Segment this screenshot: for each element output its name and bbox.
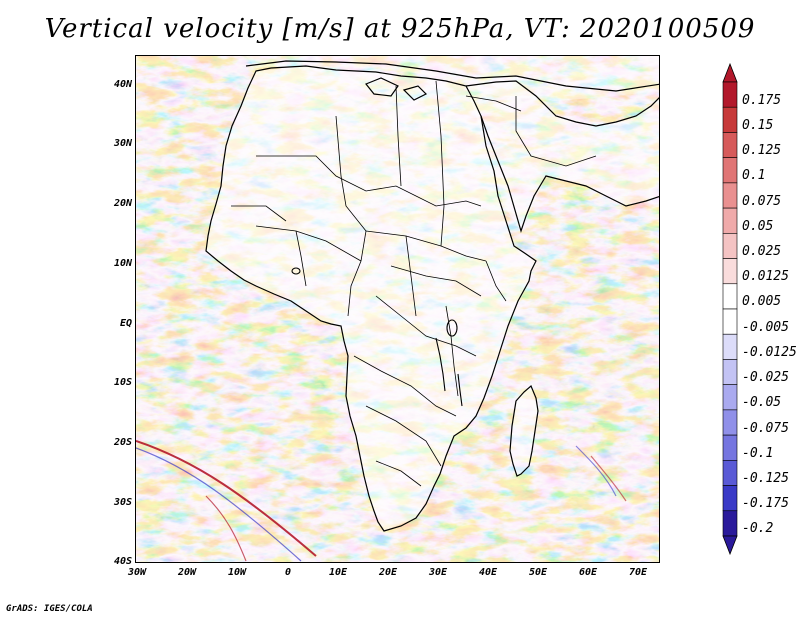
colorbar-tick-label: 0.005 <box>742 294 782 310</box>
lat-label-20s: 20S <box>113 437 132 448</box>
lake-volta <box>291 267 301 275</box>
europe-landmass <box>246 56 659 101</box>
lon-label-20e: 20E <box>378 567 398 578</box>
vertical-velocity-map <box>136 56 659 562</box>
colorbar-tick-label: -0.125 <box>742 470 789 486</box>
colorbar-tick-label: -0.0125 <box>742 344 797 360</box>
lon-label-10e: 10E <box>328 567 348 578</box>
lat-label-20n: 20N <box>113 198 132 209</box>
colorbar-tick-label: 0.025 <box>742 243 782 259</box>
colorbar-segment <box>722 359 738 385</box>
colorbar-segment <box>722 182 738 209</box>
colorbar-tick-label: -0.1 <box>742 445 774 461</box>
lon-label-40e: 40E <box>478 567 498 578</box>
lat-label-10s: 10S <box>113 377 132 388</box>
colorbar-tick-label: 0.075 <box>742 193 782 209</box>
colorbar-tick-label: 0.1 <box>742 168 766 184</box>
country-borders <box>231 80 597 487</box>
colorbar-arrow-bottom <box>722 535 738 556</box>
colorbar-segment <box>722 434 738 461</box>
colorbar-segments <box>722 62 738 556</box>
colorbar-segment <box>722 132 738 158</box>
lake-malawi <box>457 373 463 407</box>
colorbar-segment <box>722 207 738 234</box>
lat-label-40n: 40N <box>113 79 132 90</box>
colorbar-tick-label: -0.05 <box>742 395 782 411</box>
colorbar-tick-label: 0.175 <box>742 92 782 108</box>
lat-label-eq: EQ <box>119 318 132 329</box>
colorbar-segment <box>722 81 738 108</box>
colorbar-segment <box>722 485 738 512</box>
colorbar-tick-label: -0.2 <box>742 521 774 537</box>
colorbar-tick-label: 0.0125 <box>742 269 789 285</box>
colorbar-segment <box>722 409 738 436</box>
lon-label-50e: 50E <box>528 567 548 578</box>
coastlines <box>205 60 659 532</box>
colorbar-tick-label: -0.005 <box>742 319 789 335</box>
colorbar-tick-label: 0.15 <box>742 117 774 133</box>
colorbar <box>722 62 738 556</box>
lat-label-30n: 30N <box>113 138 132 149</box>
colorbar-segment <box>722 333 738 360</box>
colorbar-segment <box>722 308 738 335</box>
front-bands <box>136 440 627 562</box>
lon-label-30w: 30W <box>127 567 147 578</box>
arabia-landmass <box>466 81 659 231</box>
lake-victoria <box>446 319 458 337</box>
lat-label-40s: 40S <box>113 556 132 567</box>
lon-label-70e: 70E <box>628 567 648 578</box>
colorbar-tick-label: -0.075 <box>742 420 789 436</box>
lake-tanganyika <box>435 337 446 392</box>
lat-label-30s: 30S <box>113 497 132 508</box>
grads-credit: GrADS: IGES/COLA <box>6 604 93 614</box>
colorbar-segment <box>722 157 738 184</box>
colorbar-segment <box>722 384 738 411</box>
colorbar-segment <box>722 460 738 486</box>
colorbar-tick-label: -0.175 <box>742 496 789 512</box>
colorbar-segment <box>722 106 738 133</box>
lakes <box>291 267 463 407</box>
colorbar-tick-label: 0.125 <box>742 143 782 159</box>
colorbar-segment <box>722 283 738 310</box>
lon-label-10w: 10W <box>227 567 247 578</box>
lon-label-60e: 60E <box>578 567 598 578</box>
colorbar-tick-label: 0.05 <box>742 218 774 234</box>
colorbar-tick-label: -0.025 <box>742 370 789 386</box>
map-title: Vertical velocity [m/s] at 925hPa, VT: 2… <box>44 14 756 44</box>
lat-label-10n: 10N <box>113 258 132 269</box>
map-plot-area[interactable] <box>135 55 660 563</box>
colorbar-segment <box>722 510 738 537</box>
lon-label-0: 0 <box>284 567 292 578</box>
colorbar-segment <box>722 233 738 259</box>
colorbar-arrow-top <box>722 62 738 83</box>
lon-label-30e: 30E <box>428 567 448 578</box>
colorbar-segment <box>722 258 738 285</box>
lon-label-20w: 20W <box>177 567 197 578</box>
